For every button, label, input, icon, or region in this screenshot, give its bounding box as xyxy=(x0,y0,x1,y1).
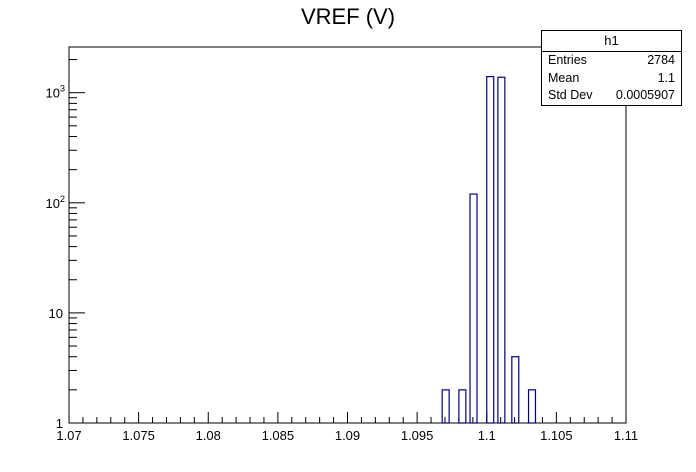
chart-title: VREF (V) xyxy=(300,4,396,29)
histogram-bar xyxy=(441,389,450,424)
x-tick-label: 1.07 xyxy=(56,428,81,443)
histogram-bar xyxy=(486,76,495,424)
x-axis-ticks: 1.07 1.075 1.08 1.085 1.09 1.095 1.1 1.105 1.11 xyxy=(56,412,638,443)
histogram-bar xyxy=(458,389,467,424)
stats-stddev-value: 0.0005907 xyxy=(615,88,675,102)
x-tick-label: 1.09 xyxy=(335,428,360,443)
x-tick-label: 1.1 xyxy=(478,428,496,443)
x-tick-label: 1.085 xyxy=(262,428,295,443)
histogram-bars xyxy=(441,76,537,424)
histogram-bar xyxy=(497,76,506,424)
histogram-bar xyxy=(511,356,520,424)
stats-entries-label: Entries xyxy=(548,53,587,67)
x-tick-label: 1.11 xyxy=(614,428,638,443)
stats-stddev-row: Std Dev 0.0005907 xyxy=(542,87,681,105)
stats-mean-label: Mean xyxy=(548,70,580,85)
y-tick-label: 103 xyxy=(46,84,65,101)
x-tick-label: 1.075 xyxy=(122,428,155,443)
histogram-bar xyxy=(469,193,478,424)
x-tick-label: 1.08 xyxy=(196,428,221,443)
stats-box: h1 Entries 2784 Mean 1.1 Std Dev 0.00059… xyxy=(541,30,682,106)
stats-stddev-label: Std Dev xyxy=(548,88,593,102)
histogram-bar xyxy=(527,389,537,424)
y-axis-ticks: 1 10 102 103 xyxy=(46,59,85,431)
y-tick-label: 10 xyxy=(49,306,63,321)
y-tick-label: 1 xyxy=(56,416,63,431)
stats-histogram-name: h1 xyxy=(542,31,681,52)
y-tick-label: 102 xyxy=(46,194,65,211)
stats-entries-value: 2784 xyxy=(647,53,675,67)
stats-mean-value: 1.1 xyxy=(657,70,675,85)
stats-entries-row: Entries 2784 xyxy=(542,52,681,70)
stats-mean-row: Mean 1.1 xyxy=(542,70,681,88)
x-tick-label: 1.105 xyxy=(540,428,573,443)
x-tick-label: 1.095 xyxy=(401,428,434,443)
